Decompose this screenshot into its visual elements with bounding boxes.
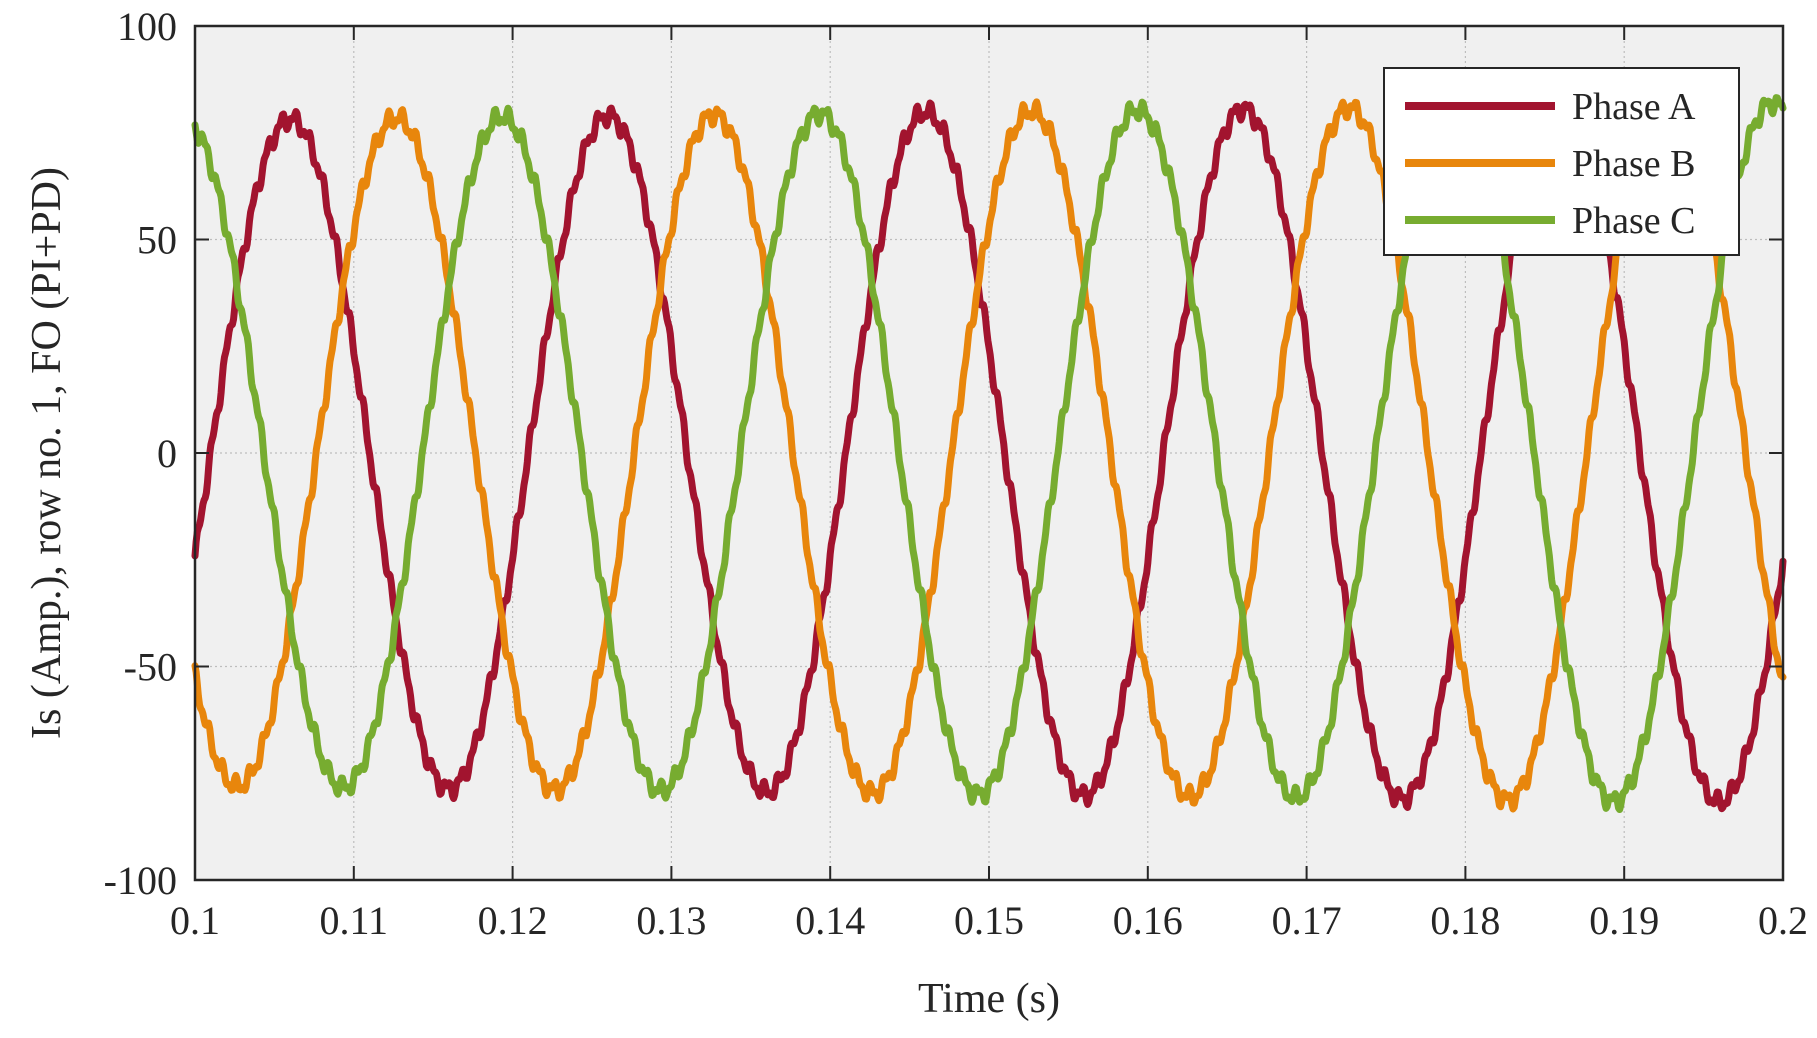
y-axis-label: Is (Amp.), row no. 1, FO (PI+PD) <box>24 167 70 739</box>
legend: Phase A Phase B Phase C <box>1383 67 1740 256</box>
y-tick-label: 0 <box>157 431 177 476</box>
legend-label: Phase A <box>1572 86 1696 128</box>
x-tick-label: 0.1 <box>170 898 220 943</box>
grid <box>195 26 1783 880</box>
legend-label: Phase B <box>1572 143 1696 185</box>
x-tick-label: 0.15 <box>954 898 1024 943</box>
ticks <box>194 25 1784 881</box>
y-tick-label: 50 <box>137 218 177 263</box>
y-tick-label: -50 <box>124 645 177 690</box>
y-tick-label: 100 <box>117 4 177 49</box>
x-tick-label: 0.13 <box>636 898 706 943</box>
x-tick-label: 0.12 <box>478 898 548 943</box>
legend-label: Phase C <box>1572 200 1696 242</box>
x-tick-label: 0.17 <box>1272 898 1342 943</box>
x-tick-label: 0.14 <box>795 898 865 943</box>
series-line-phase-b <box>191 92 1787 813</box>
y-tick-label: -100 <box>104 858 177 903</box>
x-tick-label: 0.18 <box>1430 898 1500 943</box>
series-line-phase-c <box>191 94 1787 814</box>
x-tick-label: 0.19 <box>1589 898 1659 943</box>
x-tick-label: 0.11 <box>320 898 389 943</box>
x-axis-label: Time (s) <box>918 976 1060 1022</box>
x-tick-label: 0.2 <box>1758 898 1808 943</box>
tick-labels: 0.1 0.11 0.12 0.13 0.14 0.15 0.16 0.17 0.18 0.19 0… <box>104 4 1808 943</box>
x-tick-label: 0.16 <box>1113 898 1183 943</box>
